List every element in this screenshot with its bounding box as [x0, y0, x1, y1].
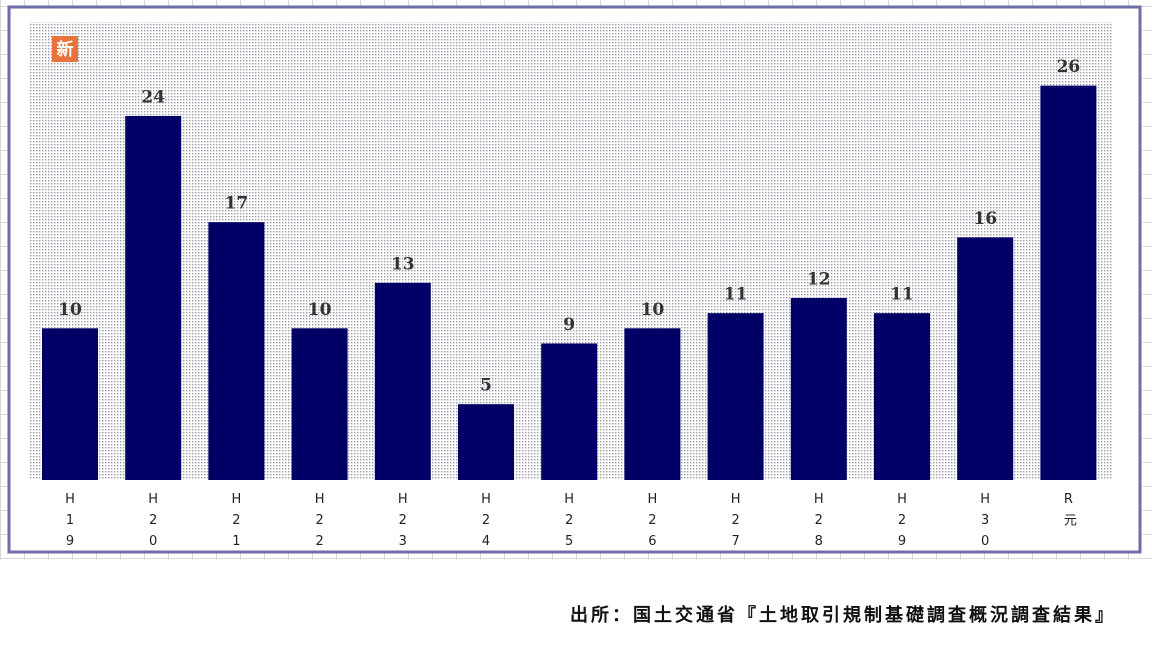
footer-band	[0, 560, 1152, 648]
data-label: 13	[391, 254, 415, 274]
badge-text: 新	[57, 39, 74, 60]
x-tick-label: H26	[645, 492, 660, 555]
data-label: 24	[141, 88, 165, 108]
bar	[42, 328, 98, 480]
bar	[1040, 85, 1097, 481]
x-tick-label: H27	[728, 492, 743, 555]
data-label: 5	[480, 376, 492, 396]
badge-icon	[52, 36, 78, 62]
x-tick-label: R元	[1061, 492, 1077, 532]
bar	[208, 222, 265, 480]
x-tick-label: H29	[895, 492, 910, 555]
data-label: 11	[890, 285, 914, 305]
bar	[874, 313, 930, 480]
data-label: 10	[641, 300, 665, 320]
bar	[624, 328, 681, 480]
bar	[125, 116, 182, 480]
x-tick-label: H21	[229, 492, 244, 555]
source-note: 出所：国土交通省『土地取引規制基礎調査概況調査結果』	[570, 604, 1116, 626]
x-tick-label: H22	[312, 492, 327, 555]
bar	[291, 328, 348, 480]
data-label: 10	[308, 300, 332, 320]
bar	[790, 298, 847, 480]
data-label: 12	[807, 270, 831, 290]
data-label: 16	[973, 209, 997, 229]
bar	[957, 237, 1014, 480]
x-tick-label: H24	[479, 492, 494, 555]
data-label: 9	[563, 315, 575, 335]
x-tick-label: H25	[562, 492, 577, 555]
data-label: 10	[58, 300, 82, 320]
bar	[458, 404, 514, 480]
x-tick-label: H19	[63, 492, 78, 555]
data-label: 26	[1057, 57, 1081, 77]
x-tick-label: H28	[811, 492, 826, 555]
x-tick-label: H23	[395, 492, 410, 555]
data-label: 17	[225, 194, 249, 214]
x-tick-label: H30	[978, 492, 993, 555]
data-label: 11	[724, 285, 748, 305]
bar	[541, 343, 598, 480]
bar	[707, 313, 764, 480]
x-tick-label: H20	[146, 492, 161, 555]
bar	[374, 282, 431, 480]
